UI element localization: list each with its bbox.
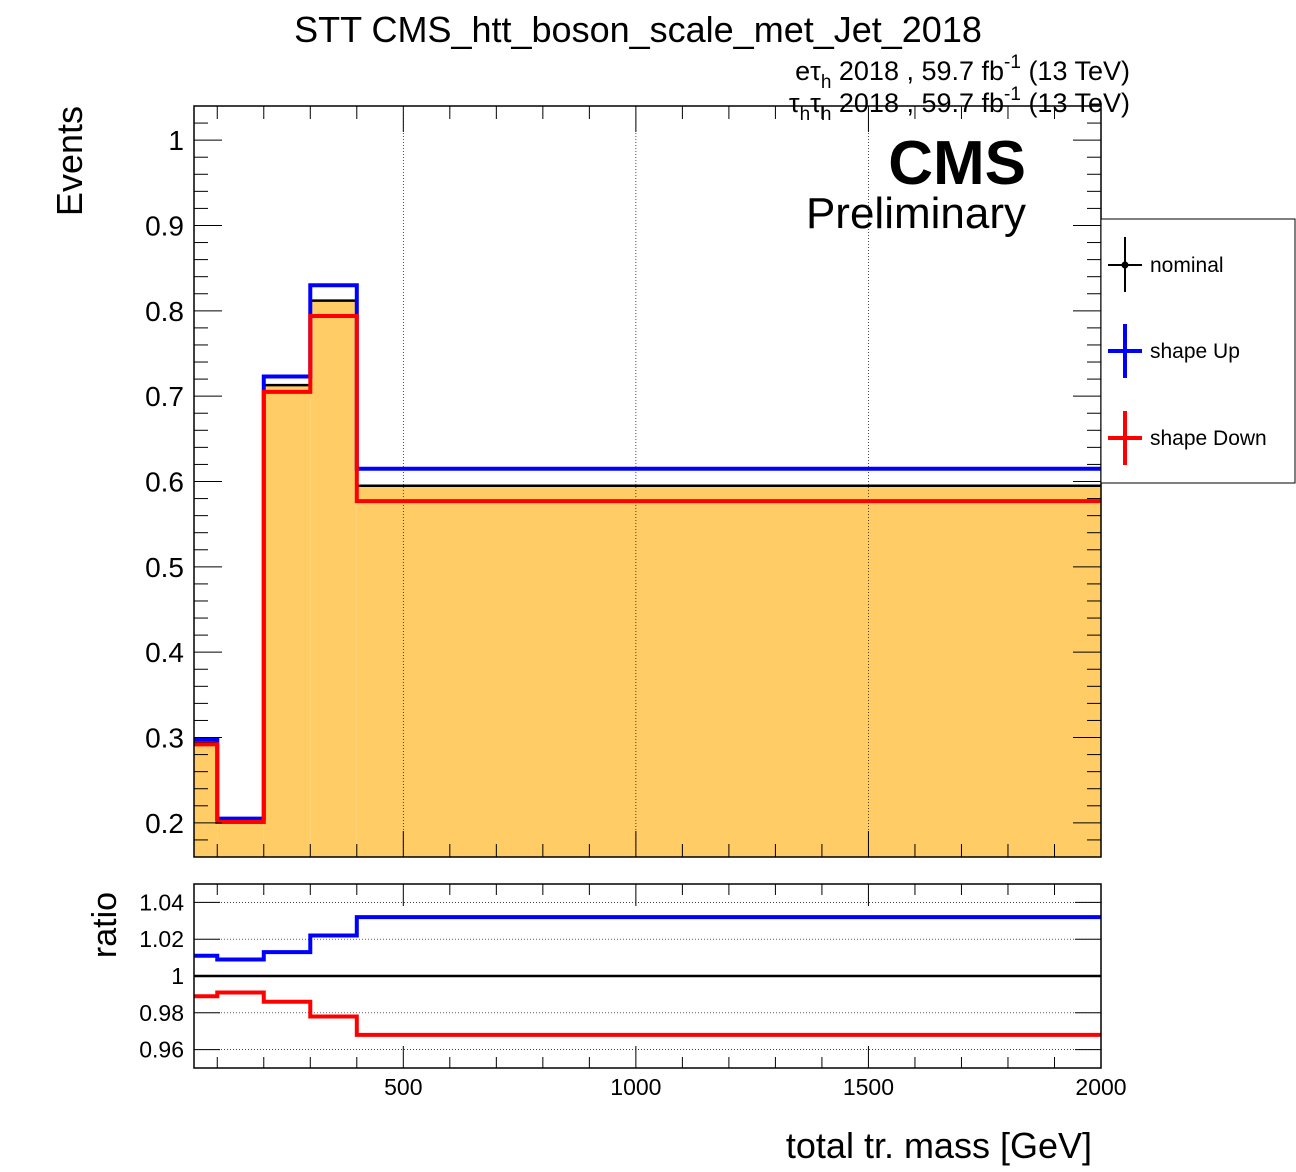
main-y-tick-label: 0.3: [145, 723, 184, 754]
lumi-channel-2-sub: h: [821, 104, 832, 125]
ratio-y-tick-label: 1.02: [139, 926, 184, 952]
ratio-y-tick-label: 0.96: [139, 1037, 184, 1063]
legend-label-nominal: nominal: [1150, 254, 1224, 277]
x-tick-label: 1500: [843, 1074, 894, 1100]
ratio-series-layer: [194, 915, 1101, 1037]
ratio-shape-up-line: [194, 915, 1101, 962]
ratio-y-axis-label: ratio: [86, 892, 124, 958]
chart-title: STT CMS_htt_boson_scale_met_Jet_2018: [294, 9, 982, 50]
ratio-shape-down-line: [194, 990, 1101, 1037]
legend-entry-shape-up: shape Up: [1108, 324, 1240, 378]
ratio-y-tick-label: 0.98: [139, 1000, 184, 1026]
legend-marker-dot: [1121, 261, 1129, 269]
x-axis-label: total tr. mass [GeV]: [786, 1125, 1092, 1166]
main-y-tick-label: 0.2: [145, 808, 184, 839]
ratio-y-tick-label: 1: [171, 963, 184, 989]
lumi-energy: (13 TeV): [1021, 56, 1130, 86]
lumi-line-etau: eτh 2018 , 59.7 fb-1 (13 TeV): [795, 52, 1130, 93]
legend-label-shape-down: shape Down: [1150, 427, 1267, 450]
lumi-line-tautau: τhτh 2018 , 59.7 fb-1 (13 TeV): [789, 84, 1130, 125]
shape-down-step-line: [194, 313, 1101, 825]
legend-entry-nominal: nominal: [1108, 237, 1224, 292]
nominal-bar: [356, 485, 1101, 857]
main-y-tick-label: 1: [168, 125, 184, 156]
lumi-sup: -1: [1004, 84, 1021, 105]
x-tick-label: 2000: [1075, 1074, 1126, 1100]
main-y-tick-label: 0.5: [145, 552, 184, 583]
lumi-sup: -1: [1004, 52, 1021, 73]
legend-label-shape-up: shape Up: [1150, 340, 1240, 363]
x-tick-label: 500: [384, 1074, 422, 1100]
nominal-bar: [310, 300, 357, 857]
nominal-fill-layer: [194, 300, 1101, 857]
legend-entry-shape-down: shape Down: [1108, 411, 1267, 465]
lumi-energy: (13 TeV): [1021, 88, 1130, 118]
main-y-tick-label: 0.6: [145, 467, 184, 498]
legend: nominal shape Up shape Down: [1100, 218, 1296, 484]
x-tick-label: 1000: [610, 1074, 661, 1100]
main-y-tick-label: 0.7: [145, 381, 184, 412]
main-grid: [402, 106, 869, 857]
lumi-channel-sub: h: [800, 104, 811, 125]
main-ticks: 0.2 0.3 0.4 0.5 0.6 0.7 0.8 0.9 1: [145, 105, 1102, 858]
lumi-channel-sub: h: [821, 72, 832, 93]
main-y-tick-label: 0.4: [145, 637, 184, 668]
cms-label: CMS: [888, 129, 1026, 198]
ratio-ticks: 0.96 0.98 1 1.02 1.04 500 1000 1500 2000: [139, 884, 1127, 1100]
nominal-bar: [217, 820, 264, 857]
main-panel: 0.2 0.3 0.4 0.5 0.6 0.7 0.8 0.9 1 Events: [49, 105, 1102, 858]
ratio-y-tick-label: 1.04: [139, 889, 184, 915]
lumi-channel: τ: [789, 88, 800, 118]
lumi-text: 2018 , 59.7 fb: [831, 56, 1004, 86]
lumi-channel: eτ: [795, 56, 821, 86]
main-y-tick-label: 0.8: [145, 296, 184, 327]
ratio-grid: [194, 902, 1101, 1050]
nominal-bar: [263, 385, 311, 857]
main-y-axis-label: Events: [49, 106, 90, 216]
ratio-panel: 0.96 0.98 1 1.02 1.04 500 1000 1500 2000 ratio t…: [86, 883, 1127, 1166]
main-series-layer: [194, 283, 1101, 825]
lumi-text: 2018 , 59.7 fb: [831, 88, 1004, 118]
lumi-channel-2: τ: [810, 88, 821, 118]
main-y-tick-label: 0.9: [145, 210, 184, 241]
preliminary-label: Preliminary: [806, 189, 1026, 238]
